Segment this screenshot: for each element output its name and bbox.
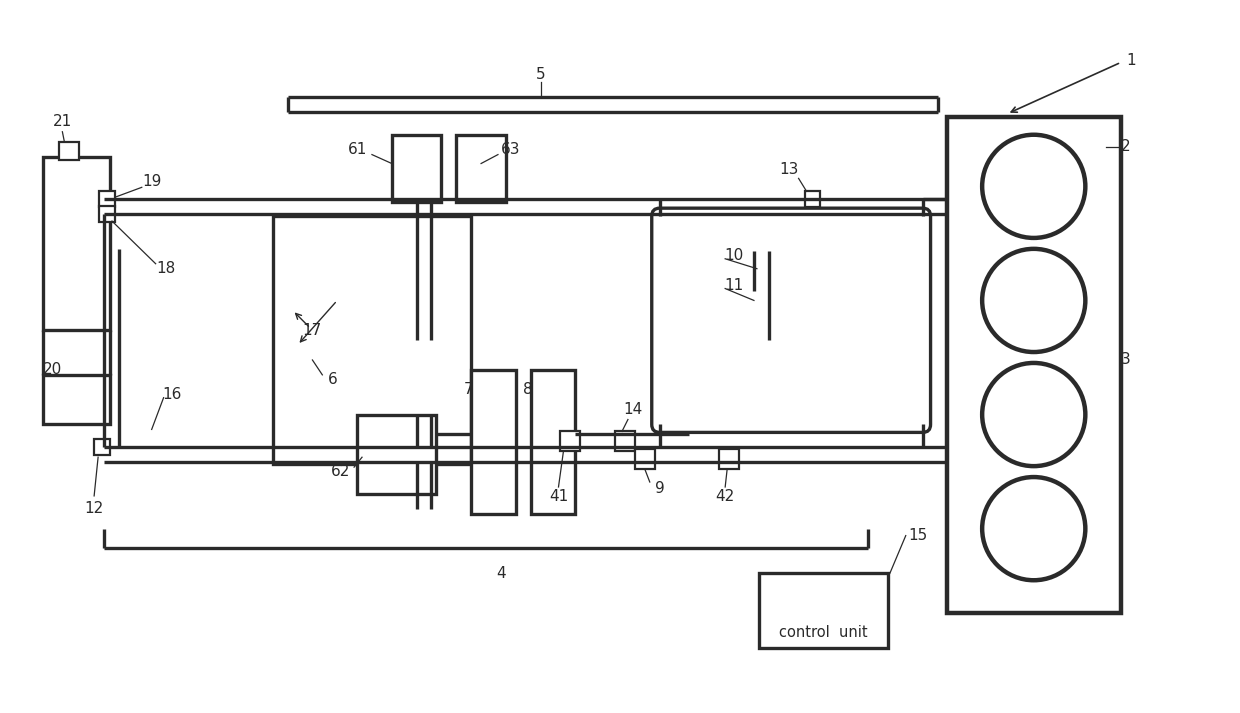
Text: 11: 11 [724,278,744,293]
Text: 61: 61 [347,142,367,157]
Text: 12: 12 [84,501,104,516]
Text: 6: 6 [327,372,337,387]
Text: 4: 4 [496,566,506,581]
Text: 9: 9 [655,481,665,496]
Bar [94,439,110,455]
Bar [42,375,110,424]
Bar [42,157,110,330]
Text: 15: 15 [908,528,928,543]
Bar [560,431,580,451]
Text: 13: 13 [779,162,799,177]
FancyBboxPatch shape [652,208,930,432]
Bar [392,135,441,202]
Text: 21: 21 [53,114,72,129]
Text: 18: 18 [156,261,175,276]
Text: 17: 17 [303,323,322,338]
Text: 63: 63 [501,142,521,157]
Text: 7: 7 [464,382,472,397]
Bar [471,370,516,514]
Text: 16: 16 [162,387,181,402]
Text: 5: 5 [536,67,546,82]
Bar [456,135,506,202]
Bar [719,449,739,469]
Bar [635,449,655,469]
Text: 3: 3 [1121,352,1131,367]
Text: 42: 42 [715,489,735,504]
Text: 8: 8 [523,382,532,397]
Bar [273,216,471,464]
Text: 41: 41 [549,489,568,504]
Bar [615,431,635,451]
Text: 10: 10 [724,248,744,263]
Text: control  unit: control unit [779,625,868,640]
Bar [947,117,1121,613]
Text: 19: 19 [143,174,161,189]
Bar [357,414,436,494]
Text: 62: 62 [331,463,350,478]
Bar [60,142,79,160]
Bar [99,191,115,207]
Bar [759,573,888,647]
Text: 2: 2 [1121,139,1131,154]
Bar [531,370,575,514]
Text: 14: 14 [624,402,642,417]
Bar [805,191,821,207]
Text: 1: 1 [1126,53,1136,68]
Text: 20: 20 [43,362,62,377]
Bar [99,206,115,222]
